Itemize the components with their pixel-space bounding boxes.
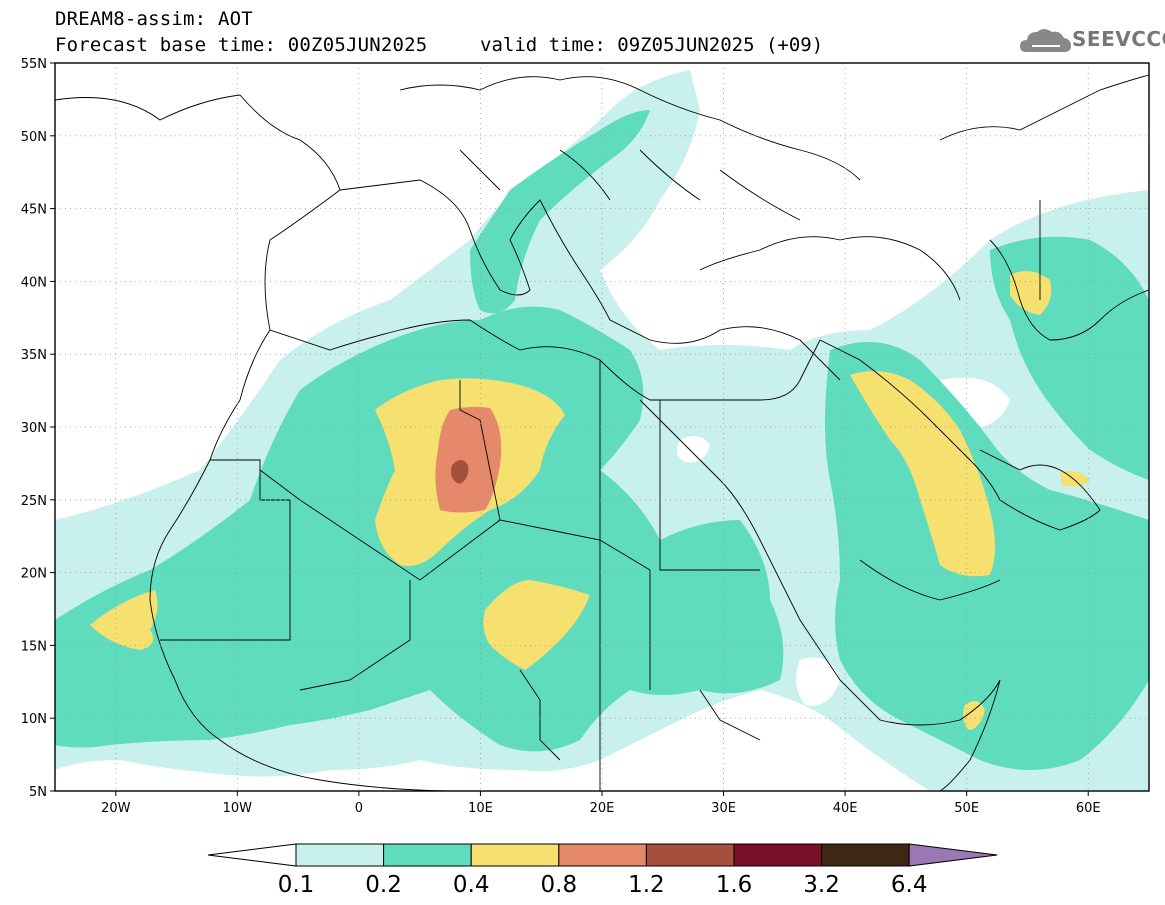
- longitude-label: 20E: [590, 801, 615, 816]
- longitude-label: 20W: [101, 801, 131, 816]
- colorbar-label: 0.1: [278, 872, 315, 898]
- latitude-label: 5N: [29, 785, 47, 800]
- latitude-label: 50N: [21, 130, 47, 145]
- colorbar-low-arrow: [207, 843, 297, 867]
- longitude-label: 30E: [711, 801, 736, 816]
- colorbar-label: 0.4: [453, 872, 490, 898]
- chart-title: DREAM8-assim: AOT: [55, 8, 253, 30]
- colorbar: [207, 843, 998, 867]
- aot-0.4-region: [963, 701, 985, 730]
- latitude-label: 30N: [21, 421, 47, 436]
- logo-text: SEEVCCC: [1072, 27, 1165, 51]
- longitude-labels: 20W 10W 0 10E 20E 30E 40E 50E 60E: [101, 791, 1101, 816]
- latitude-label: 15N: [21, 639, 47, 654]
- latitude-label: 20N: [21, 567, 47, 582]
- aot-0.4-region: [1010, 271, 1052, 315]
- aot-0.2-region: [470, 110, 650, 314]
- colorbar-label: 3.2: [803, 872, 840, 898]
- colorbar-high-arrow: [908, 843, 998, 867]
- aot-field: [55, 63, 1149, 791]
- aot-0.4-region: [90, 590, 158, 650]
- aot-1.2-region: [451, 460, 469, 484]
- longitude-label: 60E: [1076, 801, 1101, 816]
- latitude-label: 25N: [21, 494, 47, 509]
- coastlines: [55, 74, 1149, 791]
- colorbar-segment: [295, 843, 385, 867]
- latitude-label: 10N: [21, 712, 47, 727]
- colorbar-label: 0.2: [365, 872, 402, 898]
- longitude-label: 50E: [954, 801, 979, 816]
- colorbar-segment: [733, 843, 823, 867]
- colorbar-labels: 0.1 0.2 0.4 0.8 1.2 1.6 3.2 6.4: [278, 872, 928, 898]
- latitude-label: 40N: [21, 275, 47, 290]
- aot-0.4-region: [850, 371, 995, 577]
- cloud-icon: [1020, 29, 1071, 52]
- colorbar-segment: [470, 843, 560, 867]
- aot-low-hole: [676, 436, 710, 463]
- latitude-label: 35N: [21, 348, 47, 363]
- colorbar-segment: [383, 843, 472, 867]
- valid-time: valid time: 09Z05JUN2025 (+09): [480, 34, 824, 56]
- longitude-label: 40E: [833, 801, 858, 816]
- longitude-label: 0: [355, 801, 363, 816]
- colorbar-segment: [558, 843, 647, 867]
- colorbar-segment: [645, 843, 735, 867]
- colorbar-label: 1.2: [628, 872, 665, 898]
- aot-0.4-region: [483, 580, 590, 670]
- colorbar-label: 1.6: [716, 872, 753, 898]
- longitude-label: 10W: [223, 801, 253, 816]
- forecast-base-time: Forecast base time: 00Z05JUN2025: [55, 34, 428, 56]
- longitude-label: 10E: [468, 801, 493, 816]
- colorbar-label: 0.8: [541, 872, 578, 898]
- aot-0.8-region: [435, 406, 502, 513]
- latitude-label: 55N: [21, 57, 47, 72]
- colorbar-segment: [821, 843, 910, 867]
- latitude-labels: 55N 50N 45N 40N 35N 30N 25N 20N 15N 10N 5N: [21, 57, 55, 800]
- latitude-label: 45N: [21, 203, 47, 218]
- colorbar-label: 6.4: [891, 872, 928, 898]
- aot-low-hole: [796, 657, 840, 706]
